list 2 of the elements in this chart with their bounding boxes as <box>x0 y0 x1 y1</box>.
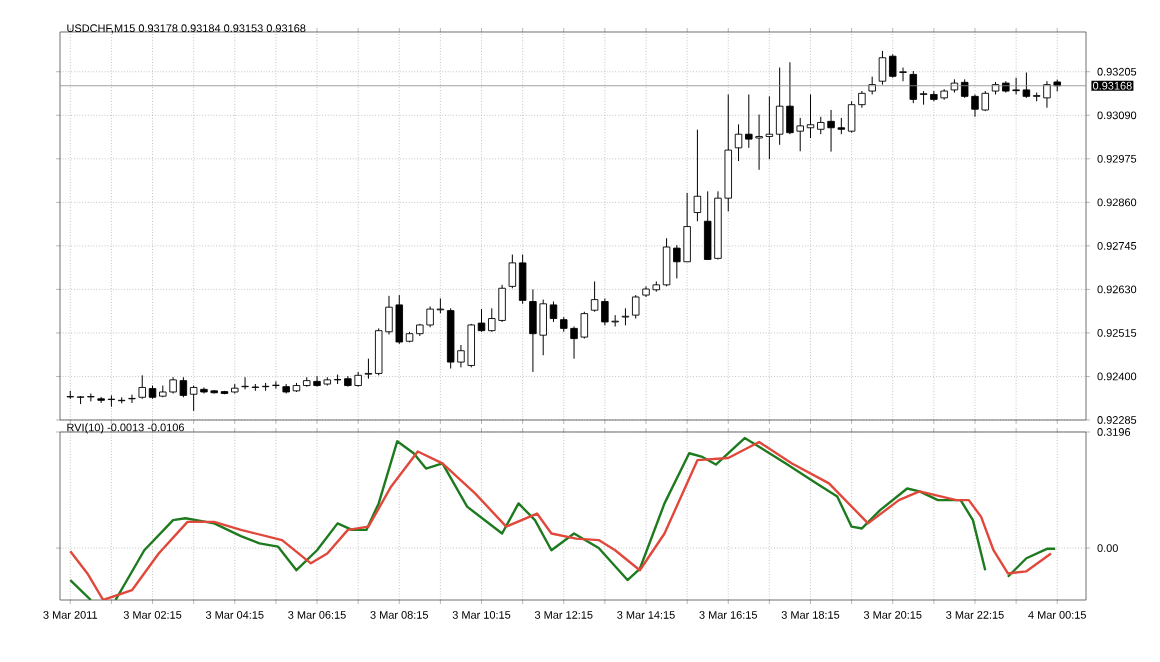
candlestick <box>693 129 702 222</box>
candlestick <box>631 294 640 320</box>
